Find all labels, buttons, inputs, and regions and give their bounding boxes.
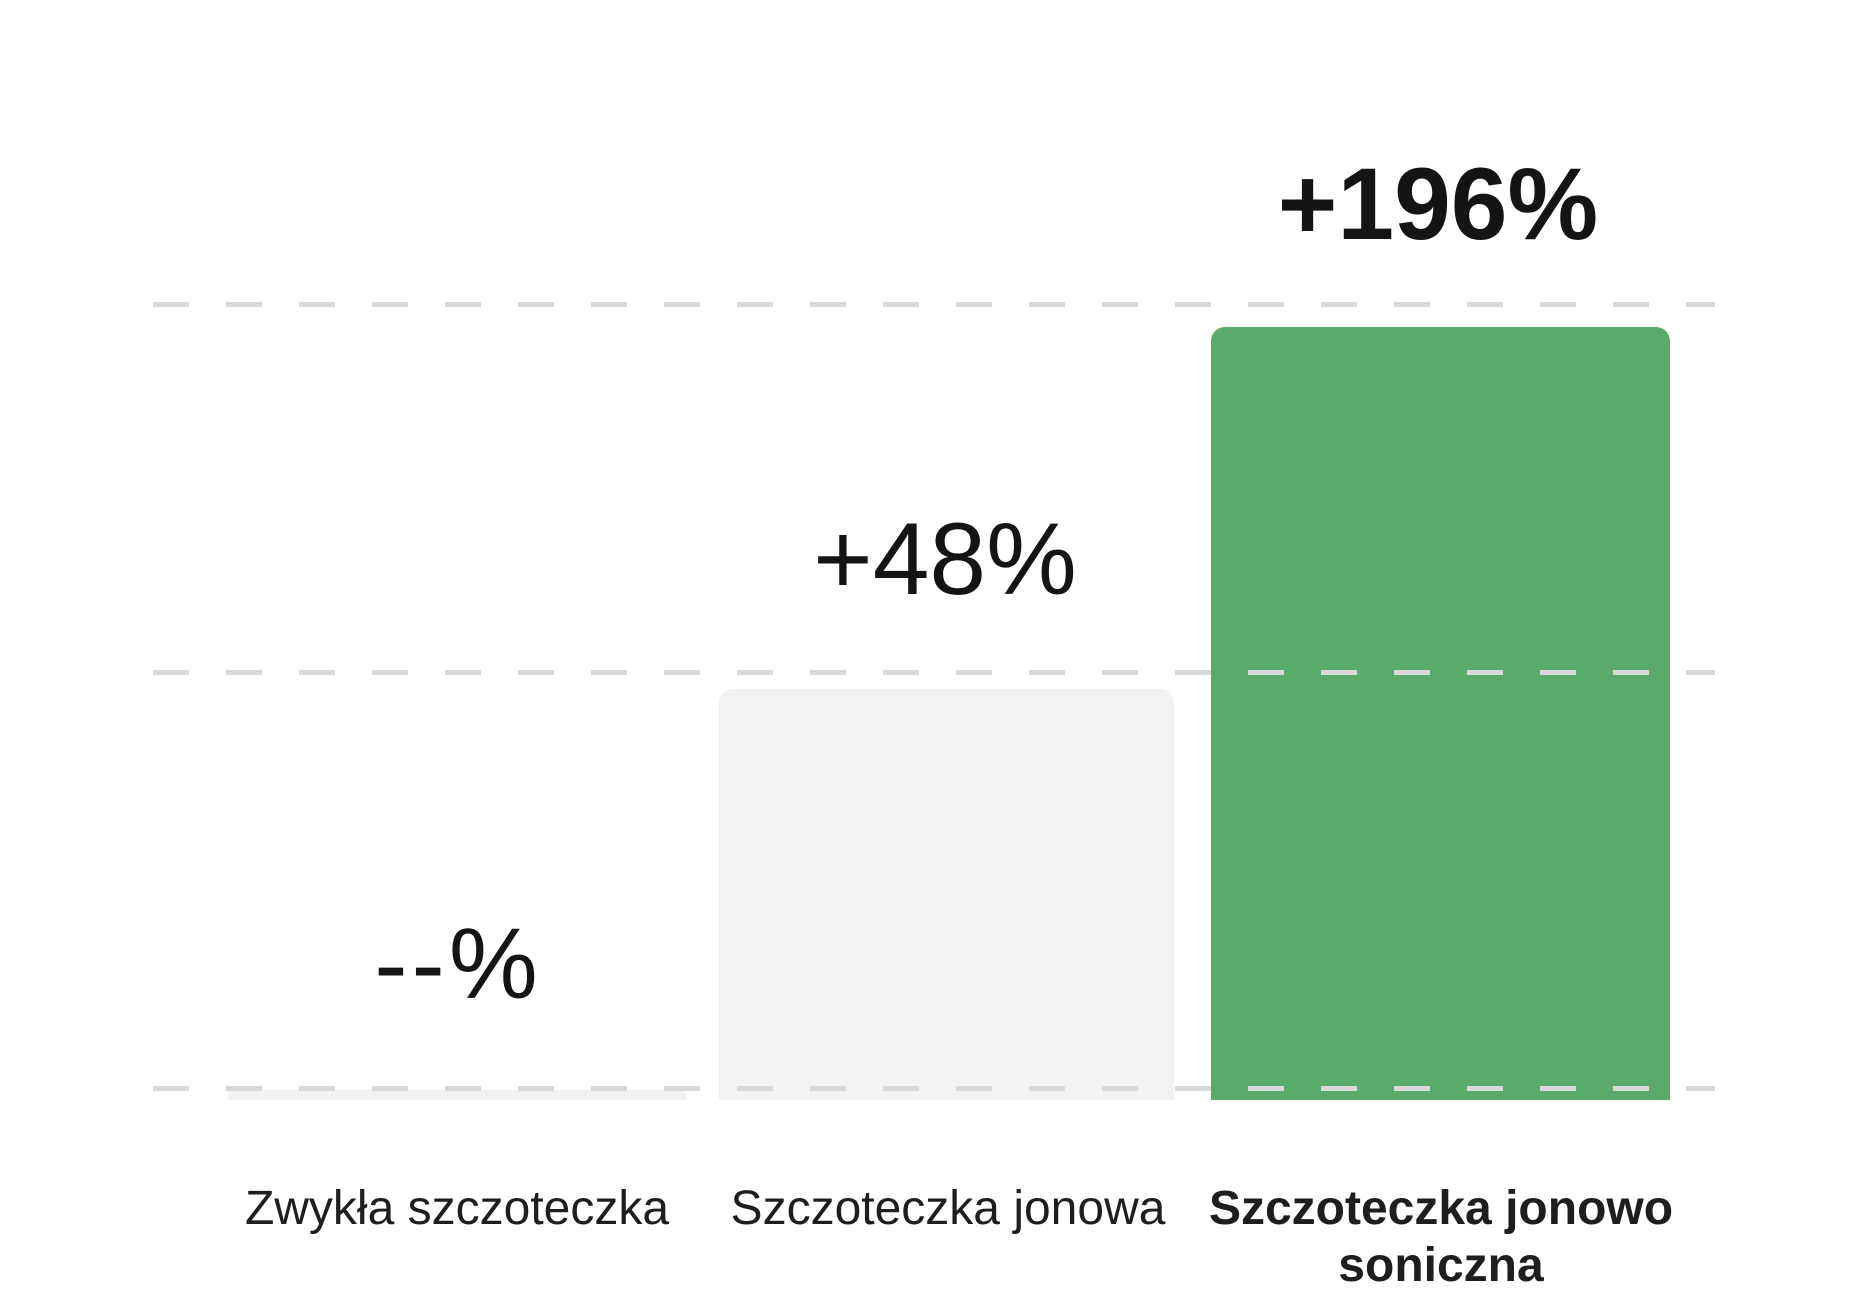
gridline-baseline xyxy=(153,1086,1715,1091)
value-label-zwykla-szczoteczka: --% xyxy=(374,908,542,1020)
category-label-szczoteczka-jonowa: Szczoteczka jonowa xyxy=(730,1182,1166,1235)
gridline-middle xyxy=(153,670,1715,675)
bar-szczoteczka-jonowa xyxy=(719,689,1174,1100)
bar-zwykla-szczoteczka xyxy=(228,1090,686,1100)
gridline-top xyxy=(153,302,1715,307)
category-label-szczoteczka-jonowo-soniczna: Szczoteczka jonowo soniczna xyxy=(1208,1182,1674,1292)
bar-szczoteczka-jonowo-soniczna xyxy=(1211,327,1670,1100)
category-label-zwykla-szczoteczka: Zwykła szczoteczka xyxy=(244,1182,670,1235)
value-label-szczoteczka-jonowo-soniczna: +196% xyxy=(1277,147,1599,261)
value-label-szczoteczka-jonowa: +48% xyxy=(813,502,1077,616)
